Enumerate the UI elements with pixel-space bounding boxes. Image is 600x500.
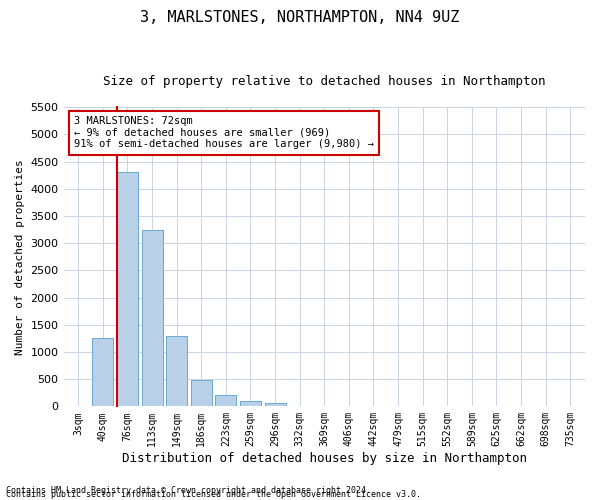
Bar — [142, 230, 163, 406]
Bar — [92, 338, 113, 406]
Bar — [191, 380, 212, 406]
Text: Contains HM Land Registry data © Crown copyright and database right 2024.: Contains HM Land Registry data © Crown c… — [6, 486, 371, 495]
X-axis label: Distribution of detached houses by size in Northampton: Distribution of detached houses by size … — [122, 452, 527, 465]
Text: 3, MARLSTONES, NORTHAMPTON, NN4 9UZ: 3, MARLSTONES, NORTHAMPTON, NN4 9UZ — [140, 10, 460, 25]
Bar — [117, 172, 138, 406]
Title: Size of property relative to detached houses in Northampton: Size of property relative to detached ho… — [103, 75, 545, 88]
Bar — [240, 401, 261, 406]
Bar — [215, 396, 236, 406]
Y-axis label: Number of detached properties: Number of detached properties — [15, 159, 25, 354]
Bar — [166, 336, 187, 406]
Text: Contains public sector information licensed under the Open Government Licence v3: Contains public sector information licen… — [6, 490, 421, 499]
Text: 3 MARLSTONES: 72sqm
← 9% of detached houses are smaller (969)
91% of semi-detach: 3 MARLSTONES: 72sqm ← 9% of detached hou… — [74, 116, 374, 150]
Bar — [265, 402, 286, 406]
